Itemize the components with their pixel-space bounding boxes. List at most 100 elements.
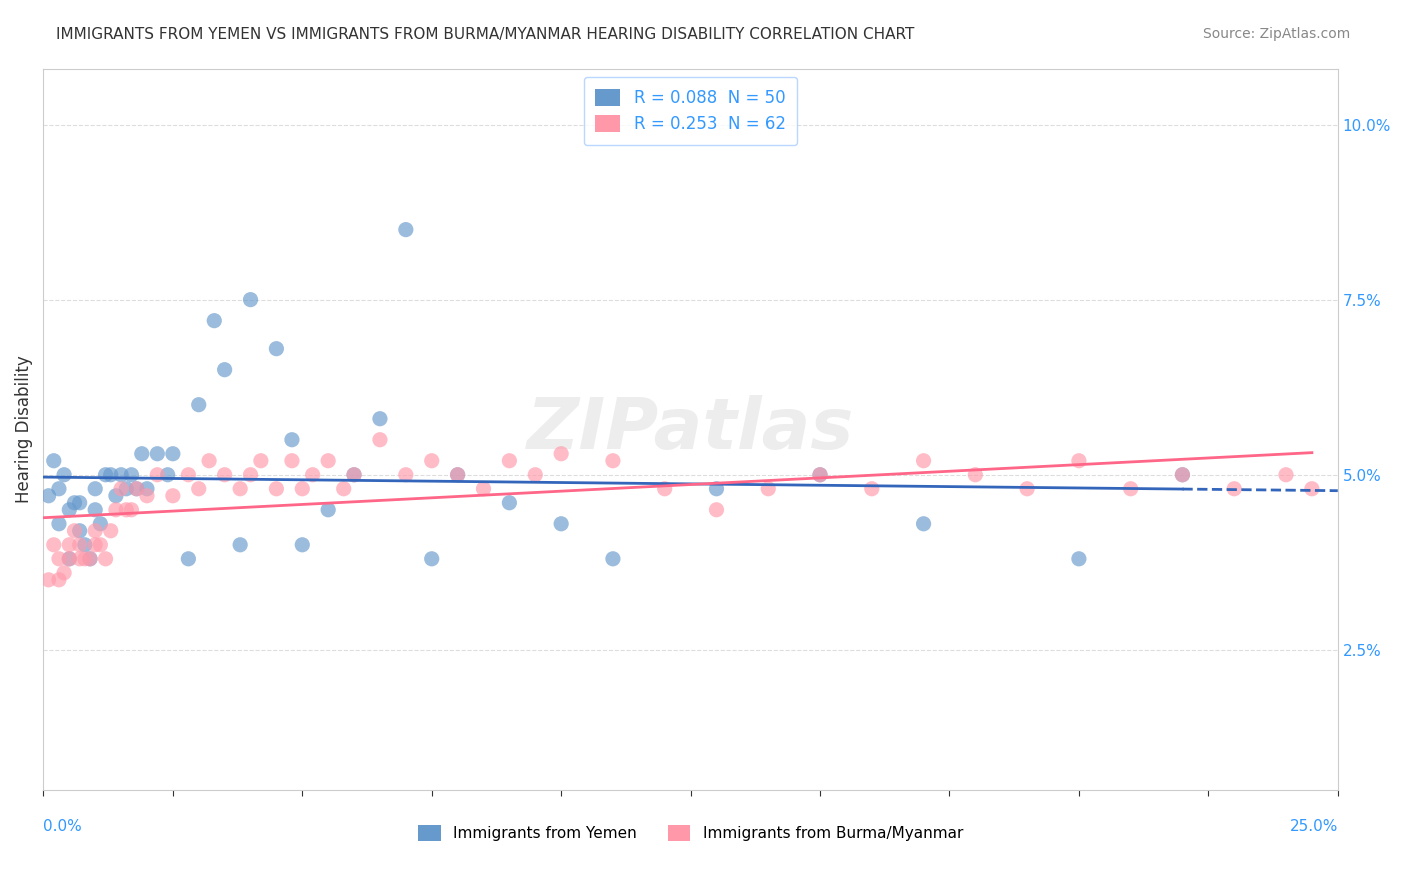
Immigrants from Yemen (89, 516, 111, 531)
Immigrants from Burma/Myanmar (187, 482, 209, 496)
Immigrants from Burma/Myanmar (808, 467, 831, 482)
Immigrants from Burma/Myanmar (250, 454, 273, 468)
Immigrants from Yemen (42, 454, 65, 468)
Immigrants from Burma/Myanmar (368, 433, 391, 447)
Immigrants from Yemen (214, 362, 236, 376)
Immigrants from Burma/Myanmar (89, 538, 111, 552)
Immigrants from Burma/Myanmar (38, 573, 60, 587)
Immigrants from Burma/Myanmar (1171, 467, 1194, 482)
Immigrants from Burma/Myanmar (84, 538, 107, 552)
Immigrants from Burma/Myanmar (110, 482, 132, 496)
Immigrants from Yemen (420, 551, 443, 566)
Immigrants from Yemen (550, 516, 572, 531)
Immigrants from Burma/Myanmar (42, 538, 65, 552)
Immigrants from Burma/Myanmar (1067, 454, 1090, 468)
Immigrants from Burma/Myanmar (912, 454, 935, 468)
Immigrants from Yemen (395, 222, 418, 236)
Immigrants from Burma/Myanmar (1301, 482, 1323, 496)
Immigrants from Burma/Myanmar (332, 482, 354, 496)
Immigrants from Yemen (187, 398, 209, 412)
Immigrants from Burma/Myanmar (316, 454, 339, 468)
Immigrants from Yemen (446, 467, 468, 482)
Immigrants from Yemen (266, 342, 288, 356)
Immigrants from Burma/Myanmar (94, 551, 117, 566)
Immigrants from Burma/Myanmar (965, 467, 987, 482)
Immigrants from Burma/Myanmar (58, 538, 80, 552)
Immigrants from Burma/Myanmar (84, 524, 107, 538)
Immigrants from Burma/Myanmar (706, 502, 728, 516)
Immigrants from Burma/Myanmar (343, 467, 366, 482)
Immigrants from Burma/Myanmar (301, 467, 323, 482)
Text: 0.0%: 0.0% (44, 819, 82, 834)
Immigrants from Yemen (498, 496, 520, 510)
Immigrants from Yemen (125, 482, 148, 496)
Immigrants from Burma/Myanmar (136, 489, 159, 503)
Immigrants from Yemen (120, 467, 142, 482)
Immigrants from Yemen (131, 447, 153, 461)
Immigrants from Burma/Myanmar (229, 482, 252, 496)
Immigrants from Yemen (79, 551, 101, 566)
Immigrants from Yemen (48, 482, 70, 496)
Immigrants from Burma/Myanmar (73, 551, 96, 566)
Immigrants from Yemen (146, 447, 169, 461)
Immigrants from Yemen (104, 489, 127, 503)
Immigrants from Burma/Myanmar (550, 447, 572, 461)
Immigrants from Burma/Myanmar (281, 454, 304, 468)
Immigrants from Yemen (58, 551, 80, 566)
Immigrants from Burma/Myanmar (1275, 467, 1298, 482)
Immigrants from Burma/Myanmar (446, 467, 468, 482)
Immigrants from Burma/Myanmar (63, 524, 86, 538)
Immigrants from Burma/Myanmar (756, 482, 779, 496)
Immigrants from Burma/Myanmar (472, 482, 495, 496)
Immigrants from Yemen (1171, 467, 1194, 482)
Immigrants from Burma/Myanmar (177, 467, 200, 482)
Immigrants from Burma/Myanmar (602, 454, 624, 468)
Immigrants from Burma/Myanmar (214, 467, 236, 482)
Immigrants from Burma/Myanmar (1119, 482, 1142, 496)
Immigrants from Burma/Myanmar (53, 566, 76, 580)
Immigrants from Burma/Myanmar (115, 502, 138, 516)
Immigrants from Yemen (202, 313, 225, 327)
Immigrants from Burma/Myanmar (498, 454, 520, 468)
Immigrants from Burma/Myanmar (198, 454, 221, 468)
Immigrants from Yemen (808, 467, 831, 482)
Immigrants from Yemen (239, 293, 262, 307)
Immigrants from Burma/Myanmar (162, 489, 184, 503)
Immigrants from Burma/Myanmar (1017, 482, 1039, 496)
Immigrants from Burma/Myanmar (79, 551, 101, 566)
Immigrants from Burma/Myanmar (104, 502, 127, 516)
Immigrants from Yemen (94, 467, 117, 482)
Text: ZIPatlas: ZIPatlas (527, 395, 855, 464)
Legend: R = 0.088  N = 50, R = 0.253  N = 62: R = 0.088 N = 50, R = 0.253 N = 62 (583, 77, 797, 145)
Immigrants from Burma/Myanmar (291, 482, 314, 496)
Immigrants from Yemen (53, 467, 76, 482)
Immigrants from Yemen (73, 538, 96, 552)
Immigrants from Yemen (48, 516, 70, 531)
Immigrants from Burma/Myanmar (48, 573, 70, 587)
Immigrants from Yemen (69, 496, 91, 510)
Immigrants from Yemen (343, 467, 366, 482)
Immigrants from Burma/Myanmar (860, 482, 883, 496)
Immigrants from Burma/Myanmar (239, 467, 262, 482)
Immigrants from Yemen (229, 538, 252, 552)
Immigrants from Burma/Myanmar (120, 502, 142, 516)
Text: IMMIGRANTS FROM YEMEN VS IMMIGRANTS FROM BURMA/MYANMAR HEARING DISABILITY CORREL: IMMIGRANTS FROM YEMEN VS IMMIGRANTS FROM… (56, 27, 915, 42)
Immigrants from Yemen (84, 482, 107, 496)
Immigrants from Burma/Myanmar (146, 467, 169, 482)
Immigrants from Yemen (110, 467, 132, 482)
Immigrants from Yemen (316, 502, 339, 516)
Immigrants from Burma/Myanmar (58, 551, 80, 566)
Immigrants from Burma/Myanmar (420, 454, 443, 468)
Immigrants from Yemen (281, 433, 304, 447)
Immigrants from Burma/Myanmar (1223, 482, 1246, 496)
Immigrants from Burma/Myanmar (100, 524, 122, 538)
Immigrants from Yemen (58, 502, 80, 516)
Immigrants from Yemen (136, 482, 159, 496)
Immigrants from Yemen (291, 538, 314, 552)
Immigrants from Burma/Myanmar (266, 482, 288, 496)
Text: Source: ZipAtlas.com: Source: ZipAtlas.com (1202, 27, 1350, 41)
Immigrants from Yemen (1067, 551, 1090, 566)
Immigrants from Yemen (84, 502, 107, 516)
Text: 25.0%: 25.0% (1289, 819, 1337, 834)
Immigrants from Yemen (100, 467, 122, 482)
